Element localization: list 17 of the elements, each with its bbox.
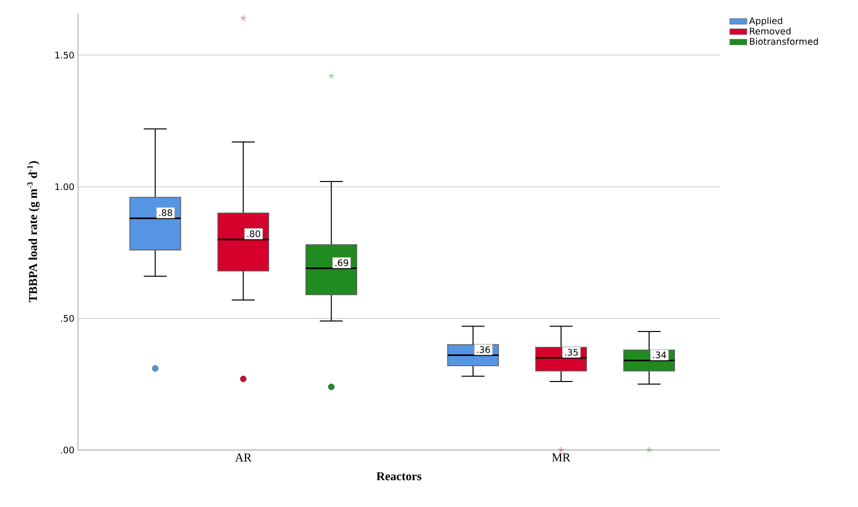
text: .88 xyxy=(159,209,172,216)
x-tick-label: AR xyxy=(235,454,252,462)
text: .35 xyxy=(565,348,578,356)
text: .34 xyxy=(653,351,666,358)
x-tick-label: MR xyxy=(552,454,570,462)
y-tick-label: .00 xyxy=(61,446,74,454)
legend-label: Applied xyxy=(749,17,782,26)
text: .69 xyxy=(335,259,348,266)
y-tick-label: 1.50 xyxy=(55,52,74,59)
y-tick-label: .50 xyxy=(61,314,74,322)
text: .80 xyxy=(247,230,260,238)
text: .36 xyxy=(477,346,490,354)
y-axis-title: TBBPA load rate (g m$^{-3}$ d$^{-1}$) xyxy=(27,161,40,302)
legend-label: Removed xyxy=(750,28,791,34)
legend-label: Biotransformed xyxy=(750,38,818,45)
y-tick-label: 1.00 xyxy=(55,183,74,190)
x-axis-title: Reactors xyxy=(376,472,422,480)
